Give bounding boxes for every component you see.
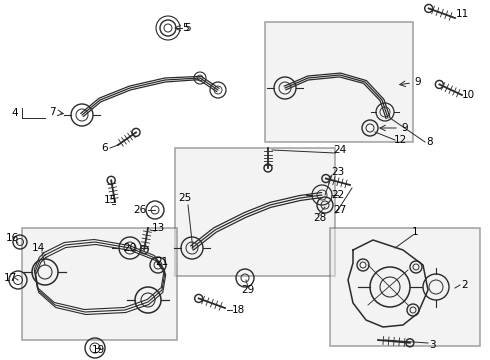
Text: 25: 25	[178, 193, 192, 203]
Text: 13: 13	[151, 223, 165, 233]
Text: 28: 28	[314, 213, 327, 223]
Text: 24: 24	[333, 145, 346, 155]
Text: 3: 3	[429, 340, 435, 350]
Text: 26: 26	[133, 205, 147, 215]
Text: 15: 15	[103, 195, 117, 205]
Text: 8: 8	[427, 137, 433, 147]
Text: 19: 19	[91, 345, 105, 355]
Text: 5: 5	[182, 23, 188, 33]
Bar	[265, 22, 413, 142]
Text: 10: 10	[462, 90, 474, 100]
Text: 21: 21	[155, 257, 169, 267]
Text: 18: 18	[231, 305, 245, 315]
Text: 23: 23	[331, 167, 344, 177]
Text: 9: 9	[415, 77, 421, 87]
Bar	[22, 228, 177, 340]
Text: 20: 20	[123, 243, 137, 253]
Text: 4: 4	[12, 108, 18, 118]
Text: 6: 6	[102, 143, 108, 153]
Text: 16: 16	[5, 233, 19, 243]
Text: 29: 29	[242, 285, 255, 295]
Text: 12: 12	[393, 135, 407, 145]
Text: 9: 9	[402, 123, 408, 133]
Text: 2: 2	[462, 280, 468, 290]
Text: 7: 7	[49, 107, 55, 117]
Text: 1: 1	[412, 227, 418, 237]
Text: 14: 14	[31, 243, 45, 253]
Text: 22: 22	[331, 190, 344, 200]
Bar	[330, 228, 480, 346]
Bar	[175, 148, 335, 276]
Text: 11: 11	[455, 9, 468, 19]
Text: 17: 17	[3, 273, 17, 283]
Text: 27: 27	[333, 205, 346, 215]
Text: 5: 5	[184, 23, 190, 33]
